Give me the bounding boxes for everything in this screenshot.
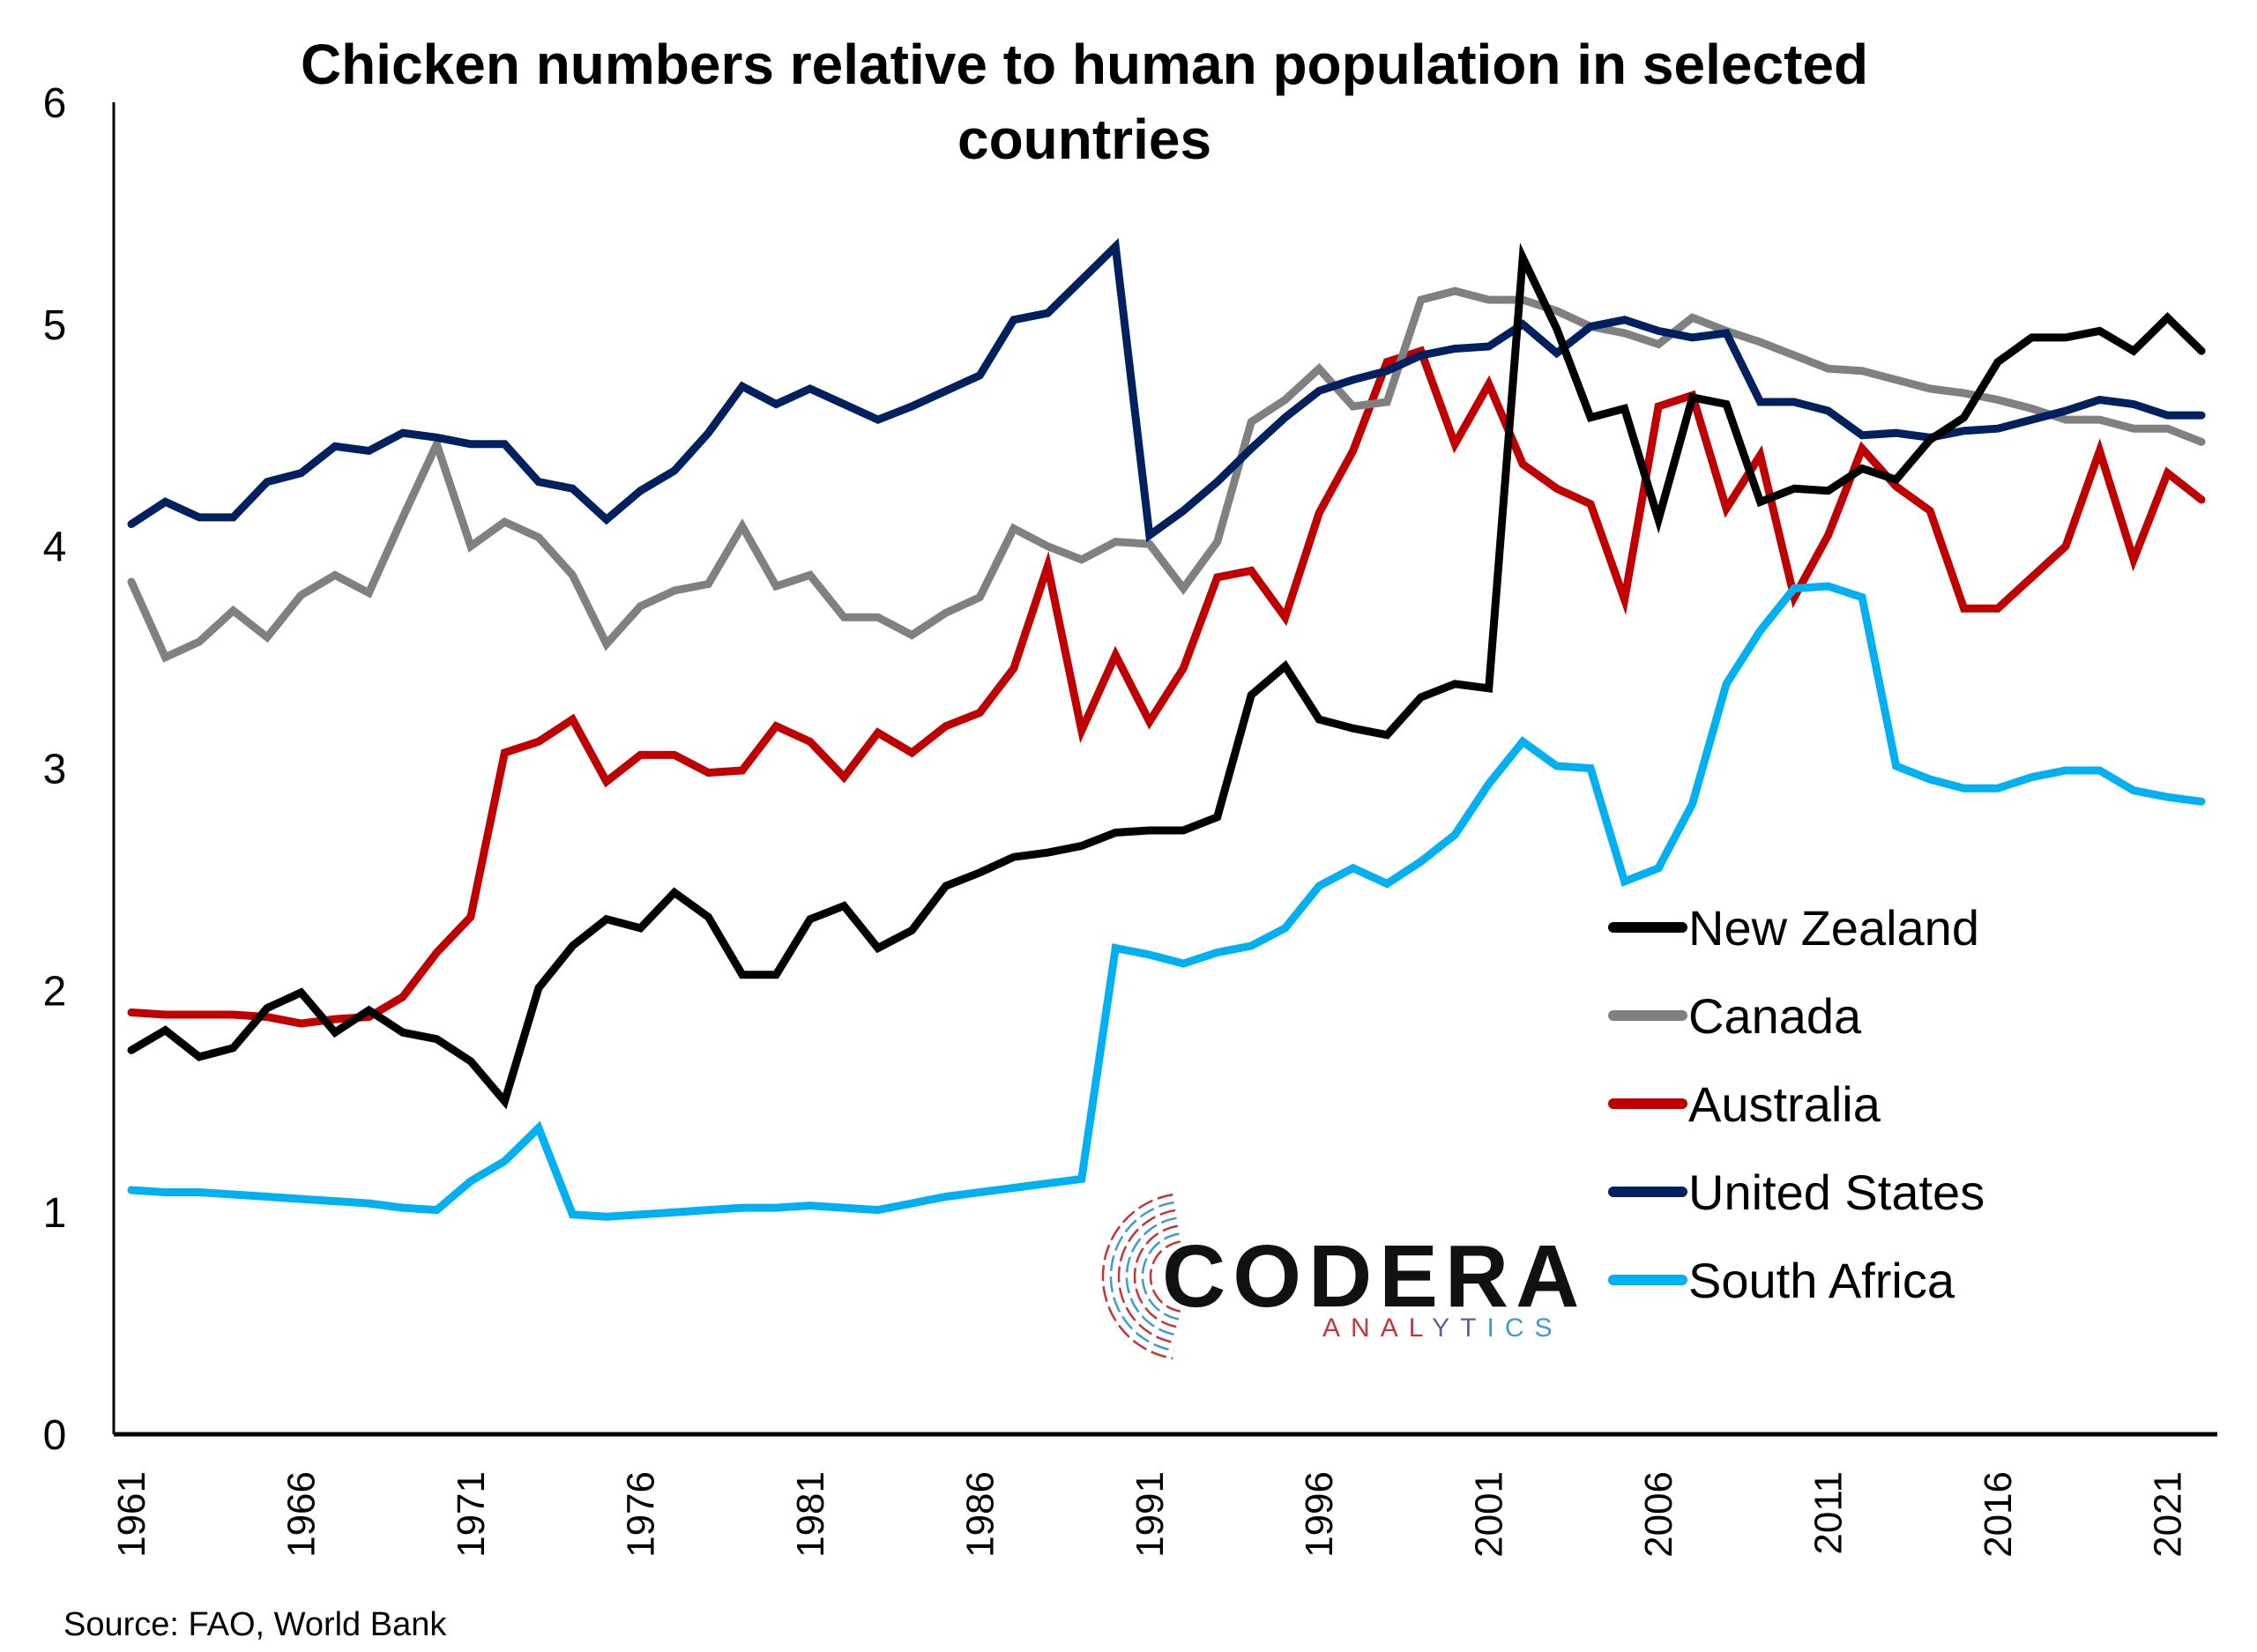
legend-item: New Zealand (1608, 900, 1979, 956)
series-line-new-zealand (127, 242, 2206, 1110)
logo-arc (1109, 1201, 1174, 1352)
x-tick-label: 1996 (1298, 1471, 1341, 1558)
logo-subtitle-letter: Y (1432, 1313, 1460, 1343)
logo-name: CODERA (1162, 1227, 1586, 1326)
y-tick-label: 3 (43, 747, 67, 793)
logo-subtitle-letter: N (1351, 1313, 1381, 1343)
x-tick-label: 1981 (789, 1471, 832, 1558)
logo-subtitle-letter: L (1409, 1313, 1432, 1343)
y-tick-label: 2 (43, 968, 67, 1015)
series-lines (127, 238, 2206, 1221)
codera-logo: CODERA ANALYTICS (1101, 1193, 1586, 1360)
x-tick-label: 2006 (1637, 1471, 1680, 1558)
series-line-south-africa (127, 582, 2206, 1221)
series-line-canada (127, 286, 2206, 663)
series-line-united-states (127, 238, 2206, 543)
source-note: Source: FAO, World Bank (63, 1606, 447, 1643)
title-line-1: Chicken numbers relative to human popula… (301, 33, 1868, 96)
legend-label: New Zealand (1688, 900, 1979, 956)
logo-subtitle: ANALYTICS (1322, 1313, 1563, 1343)
chart-title: Chicken numbers relative to human popula… (301, 33, 1868, 171)
logo-subtitle-letter: T (1460, 1313, 1486, 1343)
logo-subtitle-letter: A (1381, 1313, 1409, 1343)
y-axis: 0 1 2 3 4 5 6 (43, 80, 115, 1459)
logo-circuit-icon (1101, 1193, 1181, 1360)
x-tick-label: 1971 (450, 1471, 493, 1558)
logo-subtitle-letter: A (1322, 1313, 1351, 1343)
logo-arc (1133, 1224, 1179, 1328)
title-line-2: countries (957, 108, 1211, 171)
logo-arc (1101, 1193, 1173, 1360)
y-tick-label: 6 (43, 80, 67, 127)
legend-label: Canada (1688, 988, 1862, 1044)
legend-label: Australia (1688, 1076, 1881, 1132)
y-tick-label: 1 (43, 1190, 67, 1237)
y-tick-label: 0 (43, 1412, 67, 1459)
legend-label: South Africa (1688, 1253, 1955, 1308)
x-tick-label: 2001 (1468, 1471, 1511, 1558)
logo-subtitle-letter: C (1505, 1313, 1535, 1343)
legend-label: United States (1688, 1165, 1985, 1220)
x-tick-label: 1966 (279, 1471, 323, 1558)
x-tick-label: 2011 (1807, 1471, 1851, 1555)
x-tick-label: 2016 (1977, 1471, 2020, 1558)
logo-arc (1117, 1209, 1176, 1344)
logo-subtitle-letter: S (1535, 1313, 1563, 1343)
legend-item: Australia (1608, 1076, 1881, 1132)
x-tick-label: 1976 (619, 1471, 662, 1558)
logo-subtitle-letter: I (1487, 1313, 1505, 1343)
x-tick-label: 2021 (2147, 1471, 2190, 1558)
legend-item: United States (1608, 1165, 1985, 1220)
y-tick-label: 4 (43, 525, 67, 571)
x-axis: 1961 1966 1971 1976 1981 1986 1991 1996 2001 2006… (110, 1432, 2217, 1558)
logo-arc (1125, 1217, 1177, 1336)
x-tick-label: 1961 (110, 1471, 153, 1558)
legend-item: Canada (1608, 988, 1862, 1044)
x-tick-label: 1986 (958, 1471, 1002, 1558)
y-tick-label: 5 (43, 302, 67, 349)
legend: New Zealand Canada Australia United States S… (1608, 900, 1985, 1308)
logo-arc (1149, 1240, 1181, 1313)
x-tick-label: 1991 (1128, 1471, 1172, 1558)
series-line-australia (127, 346, 2206, 1028)
legend-item: South Africa (1608, 1253, 1955, 1308)
